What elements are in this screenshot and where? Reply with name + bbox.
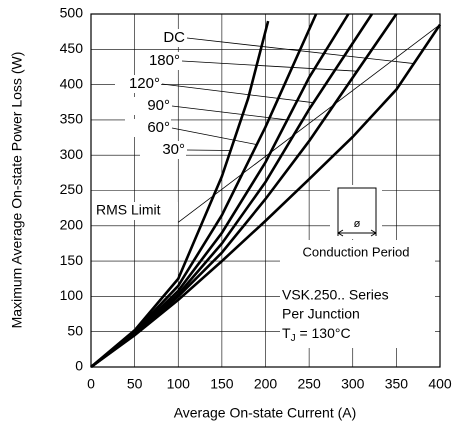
annotation: VSK.250.. Series (282, 287, 389, 303)
y-tick-label: 100 (60, 287, 84, 303)
y-tick-label: 0 (75, 358, 83, 374)
y-tick-label: 50 (67, 322, 83, 338)
conduction-arrow (337, 229, 377, 237)
y-tick-label: 200 (60, 217, 84, 233)
x-tick-label: 150 (210, 376, 234, 392)
y-tick-label: 400 (60, 75, 84, 91)
annotation: Per Junction (282, 306, 360, 322)
x-tick-label: 0 (87, 376, 95, 392)
legend-label: 180° (149, 52, 180, 69)
legend-label: 60° (147, 119, 170, 136)
x-tick-label: 100 (167, 376, 191, 392)
y-tick-label: 300 (60, 146, 84, 162)
x-tick-label: 300 (341, 376, 365, 392)
x-tick-label: 50 (127, 376, 143, 392)
label-bg (135, 52, 181, 70)
y-tick-label: 500 (60, 5, 84, 21)
curve (90, 20, 270, 368)
legend-label: 120° (129, 75, 160, 92)
label-bg (125, 119, 171, 137)
x-tick-label: 350 (385, 376, 409, 392)
annotation-bg (330, 185, 382, 239)
label-bg (140, 141, 186, 159)
x-axis-label: Average On-state Current (A) (174, 405, 357, 421)
leader-line (161, 83, 314, 104)
annotation: TJ = 130°C (282, 325, 351, 344)
annotation-bg (280, 240, 435, 348)
annotation: J (291, 333, 296, 344)
label-bg (115, 75, 161, 93)
label-bg (140, 29, 186, 47)
plot-frame (90, 13, 441, 368)
annotation: = 130°C (296, 325, 351, 341)
y-tick-label: 250 (60, 181, 84, 197)
legend-label: DC (163, 29, 185, 46)
annotation: T (282, 325, 291, 341)
leader-line (181, 60, 358, 72)
x-tick-label: 400 (428, 376, 452, 392)
phi-label: ø (354, 218, 361, 230)
legend-label: 90° (147, 97, 170, 114)
label-bg (94, 202, 178, 220)
label-bg (125, 97, 171, 115)
annotation: Conduction Period (303, 244, 410, 259)
y-tick-label: 150 (60, 252, 84, 268)
rms-limit-label: RMS Limit (96, 202, 161, 218)
leader-line (171, 127, 257, 146)
y-tick-label: 350 (60, 111, 84, 127)
conduction-icon (337, 187, 377, 236)
y-axis-label: Maximum Average On-state Power Loss (W) (9, 52, 25, 329)
rms-limit-line (178, 24, 441, 223)
x-tick-label: 200 (254, 376, 278, 392)
legend-label: 30° (162, 141, 185, 158)
leader-line (171, 105, 288, 121)
y-tick-label: 450 (60, 40, 84, 56)
x-tick-label: 250 (297, 376, 321, 392)
